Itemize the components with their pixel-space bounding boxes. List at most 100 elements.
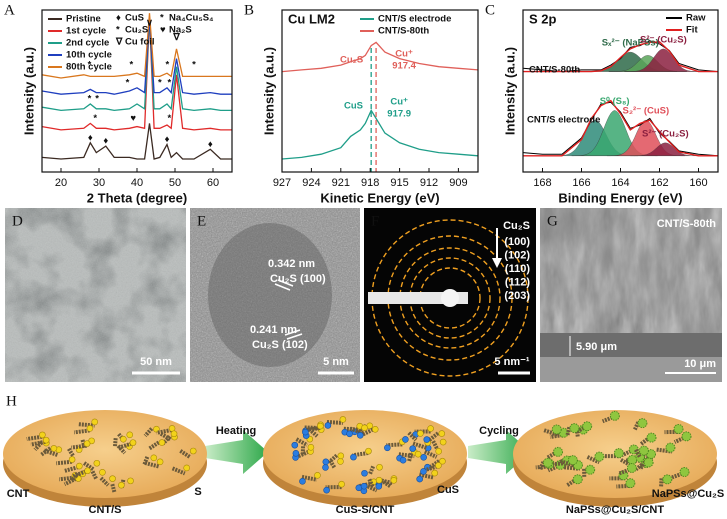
cus-particle xyxy=(384,445,390,451)
arrow-label: Heating xyxy=(216,425,256,437)
peak-value: 917.9 xyxy=(387,109,411,120)
phase-title: Cu₂S xyxy=(503,220,530,232)
chart-title: Cu LM2 xyxy=(288,11,335,26)
sulfur-particle xyxy=(308,444,314,450)
step-label: CuS-S/CNT xyxy=(336,504,395,516)
peak-marker: * xyxy=(95,94,99,105)
lattice-label: Cu₂S (100) xyxy=(270,273,326,285)
napss-cluster xyxy=(543,458,552,467)
cus-particle xyxy=(299,478,305,484)
sulfur-particle xyxy=(340,416,346,422)
series-line xyxy=(282,42,478,71)
sulfur-particle xyxy=(314,472,320,478)
x-axis-label: Binding Energy (eV) xyxy=(558,190,682,205)
cnt-rod xyxy=(115,438,116,446)
component-label: S²⁻ (Cu₂S) xyxy=(640,34,687,45)
annotation: CuS xyxy=(344,101,363,112)
peak-marker: * xyxy=(88,94,92,105)
sulfur-particle xyxy=(84,441,90,447)
x-tick-label: 166 xyxy=(572,177,590,189)
layer xyxy=(540,333,722,357)
napss-cluster xyxy=(573,475,582,484)
sulfur-particle xyxy=(338,453,344,459)
cus-particle xyxy=(350,454,356,460)
sulfur-particle xyxy=(130,440,136,446)
phase-symbol: ♦ xyxy=(116,13,121,24)
sulfur-particle xyxy=(377,464,383,470)
sulfur-particle xyxy=(190,448,196,454)
legend-label: 1st cycle xyxy=(66,26,106,37)
cnt-rod xyxy=(112,484,114,492)
peak-value: 917.4 xyxy=(392,61,416,72)
x-axis-label: 2 Theta (degree) xyxy=(87,190,187,205)
phase-label: Cu₂S xyxy=(125,25,148,36)
x-tick-label: 162 xyxy=(650,177,668,189)
scale-bar-label: 5 nm xyxy=(323,356,349,368)
legend-label: Pristine xyxy=(66,14,101,25)
callout: NaPSs@Cu₂S xyxy=(652,488,724,500)
cus-particle xyxy=(293,450,299,456)
x-tick-label: 40 xyxy=(131,177,143,189)
chart-title: S 2p xyxy=(529,11,557,26)
x-axis-label: Kinetic Energy (eV) xyxy=(320,190,439,205)
center-spot xyxy=(441,289,459,307)
ring-label: (203) xyxy=(504,290,530,302)
peak-marker: * xyxy=(126,77,130,88)
phase-symbol: ♥ xyxy=(160,25,166,36)
scale-bar-label: 10 μm xyxy=(684,358,716,370)
napss-cluster xyxy=(680,468,689,477)
napss-cluster xyxy=(638,419,647,428)
cus-particle xyxy=(402,436,408,442)
phase-symbol: ∇ xyxy=(115,37,124,48)
series-line xyxy=(282,110,478,159)
peak-marker: * xyxy=(167,77,171,88)
panel-label: B xyxy=(244,2,254,18)
phase-symbol: * xyxy=(160,13,164,24)
image-title: CNT/S-80th xyxy=(657,218,717,230)
peak-marker: * xyxy=(167,113,171,124)
sulfur-particle xyxy=(94,460,100,466)
cus-particle xyxy=(400,457,406,463)
x-tick-label: 909 xyxy=(449,177,467,189)
sulfur-particle xyxy=(118,482,124,488)
cnt-rod xyxy=(568,427,570,435)
sulfur-particle xyxy=(76,463,82,469)
panel-label: H xyxy=(6,393,17,409)
cus-particle xyxy=(302,429,308,435)
x-tick-label: 918 xyxy=(361,177,379,189)
panel-label: D xyxy=(12,213,23,229)
legend-label: 2nd cycle xyxy=(66,38,109,49)
cus-particle xyxy=(420,468,426,474)
peak-marker: ♦ xyxy=(208,139,213,150)
sulfur-particle xyxy=(432,470,438,476)
x-tick-label: 915 xyxy=(390,177,408,189)
schematic xyxy=(3,410,717,507)
panel-label: F xyxy=(371,213,379,229)
step-label: NaPSs@Cu₂S/CNT xyxy=(566,504,664,516)
sulfur-particle xyxy=(151,455,157,461)
cus-particle xyxy=(323,459,329,465)
image-panels xyxy=(5,208,722,382)
cus-particle xyxy=(424,437,430,443)
sulfur-particle xyxy=(391,477,397,483)
peak-marker: ♦ xyxy=(88,132,93,143)
x-tick-label: 60 xyxy=(207,177,219,189)
peak-marker: * xyxy=(129,60,133,71)
cus-particle xyxy=(417,476,423,482)
phase-symbol: * xyxy=(116,25,120,36)
napss-cluster xyxy=(644,458,653,467)
napss-cluster xyxy=(666,443,675,452)
callout: CuS xyxy=(437,484,459,496)
sulfur-particle xyxy=(415,451,421,457)
figure: Pristine1st cycle2nd cycle10th cycle80th… xyxy=(0,0,727,519)
peak-marker: * xyxy=(166,60,170,71)
y-axis-label: Intensity (a.u.) xyxy=(261,47,276,135)
peak-marker: * xyxy=(192,60,196,71)
sulfur-particle xyxy=(362,425,368,431)
sulfur-particle xyxy=(157,459,163,465)
cus-particle xyxy=(421,454,427,460)
cus-particle xyxy=(347,431,353,437)
ring-label: (110) xyxy=(505,263,530,275)
napss-cluster xyxy=(682,432,691,441)
peak-marker: * xyxy=(158,77,162,88)
